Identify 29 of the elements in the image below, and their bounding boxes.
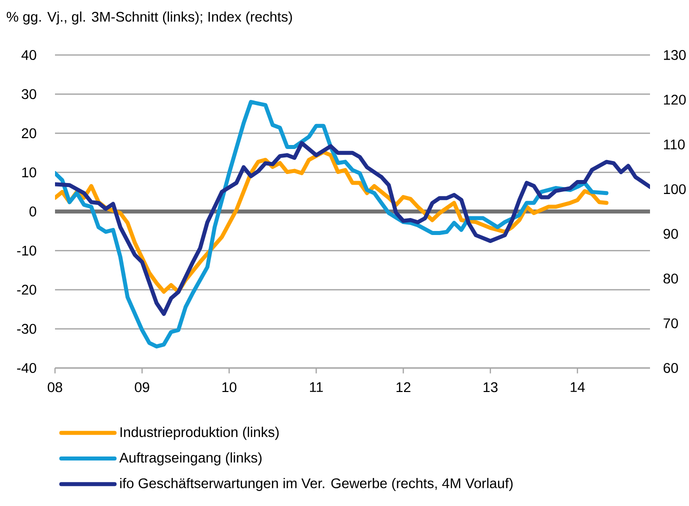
y-tick-label: 40	[21, 50, 36, 60]
y-tick-label: 30	[22, 89, 36, 100]
y2-tick-label: 60	[664, 363, 678, 373]
y-tick-label: 0	[30, 206, 36, 216]
x-tick-label: 09	[134, 382, 150, 392]
y-tick-label: -10	[17, 246, 36, 256]
legend-label: ifo Geschäftserwartungen im Ver. Gewerbe (rechts, 4M Vorlauf)	[120, 478, 513, 491]
y2-tick-label: 80	[664, 274, 678, 284]
legend-label: Industrieproduktion (links)	[120, 426, 279, 440]
x-tick-label: 14	[570, 382, 585, 392]
y2-tick-label: 130	[664, 50, 686, 60]
y-tick-label: -20	[17, 284, 36, 295]
y2-tick-label: 70	[664, 318, 678, 328]
legend-label: Auftragseingang (links)	[119, 452, 262, 466]
y-axis-title: % gg. Vj., gl. 3M-Schnitt (links); Index (rechts)	[6, 11, 292, 25]
x-tick-label: 12	[396, 382, 410, 392]
x-tick-label: 08	[48, 382, 62, 392]
y2-tick-label: 110	[664, 139, 685, 150]
line-series	[55, 100, 608, 348]
y2-tick-label: 100	[664, 184, 686, 194]
y2-tick-label: 90	[664, 228, 678, 239]
y-tick-label: -30	[17, 324, 36, 334]
x-tick-label: 13	[484, 382, 498, 392]
y-tick-label: 10	[22, 167, 36, 178]
y-tick-label: 20	[22, 128, 36, 138]
x-tick-label: 11	[310, 382, 323, 392]
y-tick-label: -40	[17, 363, 36, 373]
y2-tick-label: 120	[664, 94, 686, 105]
x-tick-label: 10	[222, 382, 236, 392]
